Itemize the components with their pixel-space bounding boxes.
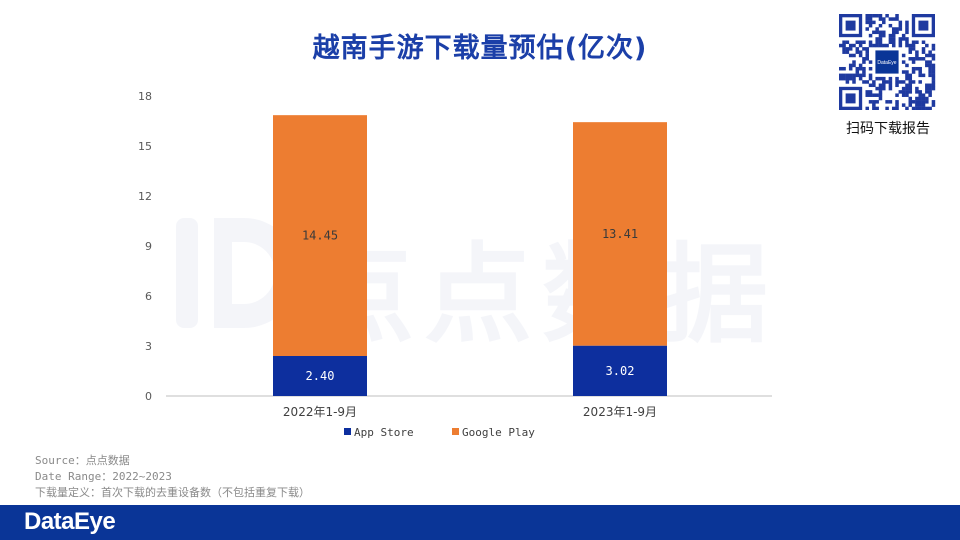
legend-swatch <box>452 428 459 435</box>
qr-code[interactable]: DataEye <box>838 14 936 111</box>
y-tick-label: 3 <box>145 340 152 353</box>
y-tick-label: 9 <box>145 240 152 253</box>
x-axis: 2022年1-9月 2023年1-9月 <box>283 405 657 419</box>
data-label: 3.02 <box>606 364 635 378</box>
y-axis: 0 3 6 9 12 15 18 <box>138 90 152 403</box>
bar-segment-google-play <box>273 115 367 357</box>
qr-center-logo: DataEye <box>877 60 896 66</box>
x-tick-label: 2023年1-9月 <box>583 405 657 419</box>
legend-label: Google Play <box>462 426 535 439</box>
y-tick-label: 18 <box>138 90 152 103</box>
bar-segment-app-store <box>273 356 367 396</box>
data-label: 13.41 <box>602 227 638 241</box>
legend-label: App Store <box>354 426 414 439</box>
qr-code-image: DataEye <box>838 14 936 111</box>
footnotes: Source：点点数据 Date Range：2022~2023 下载量定义：首… <box>35 453 310 501</box>
footnote-definition: 下载量定义：首次下载的去重设备数（不包括重复下载） <box>35 486 310 499</box>
x-tick-label: 2022年1-9月 <box>283 405 357 419</box>
page-title: 越南手游下载量预估(亿次) <box>312 33 648 64</box>
footnote-source: Source：点点数据 <box>35 454 130 467</box>
y-tick-label: 0 <box>145 390 152 403</box>
qr-caption: 扫码下载报告 <box>846 121 930 137</box>
y-tick-label: 6 <box>145 290 152 303</box>
legend: App Store Google Play <box>344 426 535 439</box>
footer-bar: DataEye <box>0 505 960 540</box>
bars: 2.40 14.45 3.02 13.41 <box>273 115 667 396</box>
legend-swatch <box>344 428 351 435</box>
bar-segment-google-play <box>573 122 667 346</box>
y-tick-label: 12 <box>138 190 152 203</box>
y-tick-label: 15 <box>138 140 152 153</box>
footer-logo: DataEye <box>24 508 116 535</box>
data-label: 2.40 <box>306 369 335 383</box>
data-label: 14.45 <box>302 229 338 243</box>
footnote-date-range: Date Range：2022~2023 <box>35 470 172 483</box>
bar-segment-app-store <box>573 345 667 396</box>
